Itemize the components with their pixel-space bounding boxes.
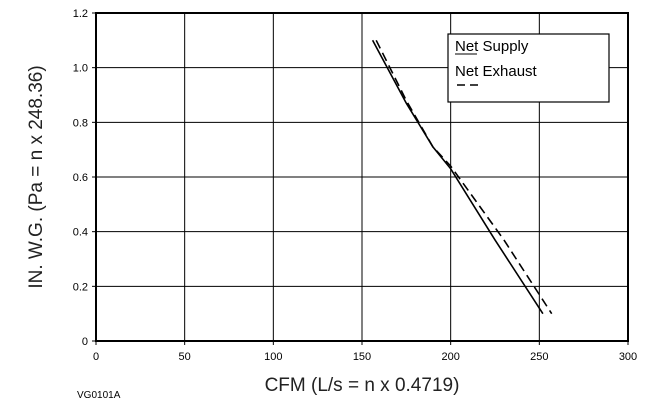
x-axis-title: CFM (L/s = n x 0.4719) xyxy=(265,375,460,396)
legend-box xyxy=(447,33,610,103)
x-tick-label: 100 xyxy=(264,351,282,363)
y-tick-label: 0.2 xyxy=(73,281,88,293)
x-tick-label: 50 xyxy=(179,351,191,363)
series-lines xyxy=(371,39,553,315)
x-tick-label: 200 xyxy=(441,351,459,363)
x-tick-label: 250 xyxy=(530,351,548,363)
x-tick-labels: 0 50 100 150 200 250 300 xyxy=(93,341,637,363)
y-tick-label: 1.2 xyxy=(73,8,88,20)
x-tick-label: 300 xyxy=(619,351,637,363)
y-tick-label: 0.8 xyxy=(73,117,88,129)
x-tick-label: 150 xyxy=(353,351,371,363)
legend-label-net-supply: Net Supply xyxy=(455,38,529,55)
y-tick-label: 1.0 xyxy=(73,63,88,75)
x-tick-label: 0 xyxy=(93,351,99,363)
series-line-net-exhaust xyxy=(375,39,553,315)
y-tick-label: 0 xyxy=(82,336,88,348)
legend-label-net-exhaust: Net Exhaust xyxy=(455,63,538,80)
y-tick-label: 0.4 xyxy=(73,227,88,239)
series-line-net-supply xyxy=(371,39,544,315)
y-tick-label: 0.6 xyxy=(73,172,88,184)
figure-code: VG0101A xyxy=(77,390,121,401)
legend: Net Supply Net Exhaust xyxy=(447,33,610,103)
y-axis-title: IN. W.G. (Pa = n x 248.36) xyxy=(26,65,47,288)
y-tick-labels: 0 0.2 0.4 0.6 0.8 1.0 1.2 xyxy=(73,8,96,348)
